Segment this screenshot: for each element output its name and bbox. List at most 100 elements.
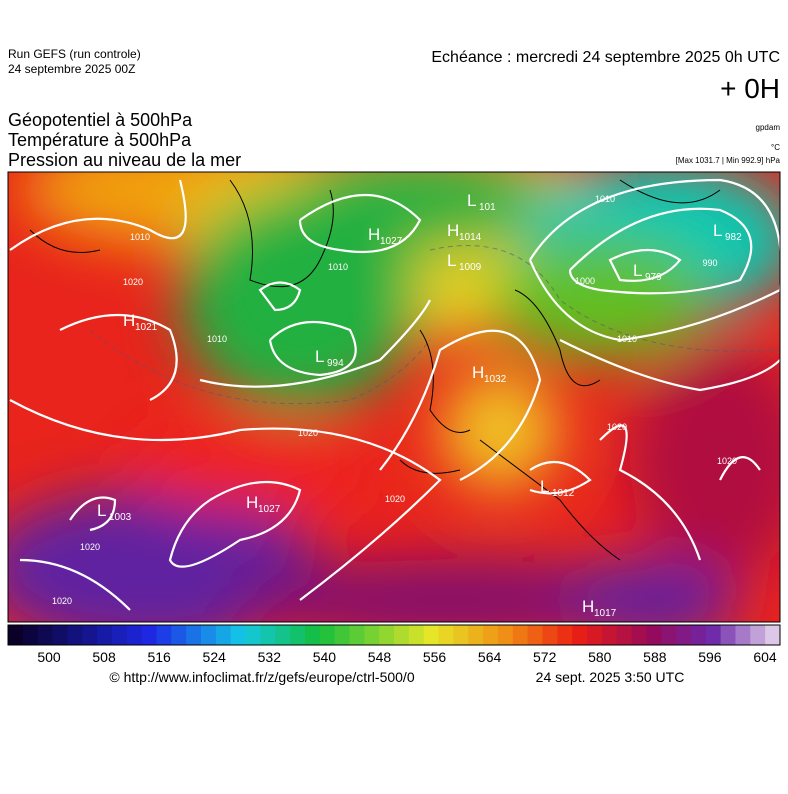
colorbar-label: 556 [423,649,447,665]
colorbar-swatch [587,625,603,645]
center-type: L [97,501,106,520]
colorbar-swatch [141,625,157,645]
colorbar-swatch [676,625,692,645]
colorbar-swatch [319,625,336,645]
pressure-center: L 1003 [97,501,132,523]
colorbar-frame [7,624,781,646]
center-type: L [633,261,642,280]
colorbar-swatch [483,625,499,645]
colorbar-label: 500 [37,649,61,665]
colorbar-swatch [230,625,247,645]
isobar-label: 1010 [207,334,227,344]
isobar-label: 1020 [52,596,72,606]
isobar-label: 1020 [385,494,405,504]
isobar-label: 1000 [575,276,595,286]
center-value: 1027 [258,504,281,515]
colorbar-swatch [527,625,543,645]
center-type: L [713,221,722,240]
center-type: H [368,225,380,244]
colorbar-swatch [334,625,350,645]
colorbar-label: 580 [588,649,612,665]
echeance: Echéance : mercredi 24 septembre 2025 0h… [431,49,780,66]
colorbar-swatch [631,625,647,645]
isobar-label: 1020 [298,428,318,438]
isobar-label: 1020 [607,422,627,432]
colorbar-swatch [616,625,633,645]
pressure-center: H 1032 [472,363,507,385]
colorbar-swatch [720,625,736,645]
colorbar-swatch [290,625,306,645]
colorbar-swatch [126,625,143,645]
offset: + 0H [720,73,780,104]
colorbar-swatch [453,625,469,645]
pressure-center: H 1017 [582,597,617,619]
colorbar-swatch [438,625,454,645]
colorbar-swatch [572,625,588,645]
colorbar-swatch [379,625,395,645]
unit: gpdam [756,123,781,132]
colorbar-swatch [215,625,232,645]
colorbar-swatch [690,625,707,645]
colorbar-swatch [542,625,558,645]
colorbar-swatch [111,625,128,645]
center-value: 101 [479,202,496,213]
isobar-label: 1010 [595,194,615,204]
colorbar-label: 540 [313,649,337,665]
colorbar-label: 508 [92,649,116,665]
pressure-center: H 1027 [246,493,281,515]
colorbar-swatch [275,625,291,645]
pressure-center: L 982 [713,221,742,243]
center-type: H [472,363,484,382]
field: Pression au niveau de la mer [8,150,241,170]
center-type: H [246,493,258,512]
colorbar-swatch [260,625,276,645]
isobar-label: 1020 [717,456,737,466]
center-value: 1014 [459,232,482,243]
colorbar-swatch [52,625,68,645]
colorbar-swatch [201,625,217,645]
center-type: L [447,251,456,270]
isobar-label: 1010 [617,334,637,344]
isobar-label: 1010 [328,262,348,272]
colorbar-swatch [750,625,766,645]
colorbar-swatch [601,625,618,645]
colorbar-swatch [497,625,514,645]
center-type: H [447,221,459,240]
colorbar-swatch [705,625,722,645]
isobar-label: 1020 [123,277,143,287]
isobar-label: 990 [702,258,717,268]
footer-date: 24 sept. 2025 3:50 UTC [536,669,685,685]
colorbar-label: 516 [147,649,171,665]
colorbar-swatch [304,625,321,645]
colorbar-swatch [82,625,98,645]
center-value: 1003 [109,512,132,523]
center-type: H [123,311,135,330]
colorbar-swatch [394,625,410,645]
pressure-center: L 979 [633,261,662,283]
colorbar-swatch [37,625,54,645]
colorbar-label: 596 [698,649,722,665]
colorbar-swatch [156,625,172,645]
field: Température à 500hPa [8,130,192,150]
colorbar-swatch [408,625,425,645]
colorbar-swatch [186,625,202,645]
colorbar-label: 588 [643,649,667,665]
colorbar-swatch [557,625,573,645]
colorbar-swatch [22,625,39,645]
pressure-center: L 1009 [447,251,482,273]
colorbar-swatch [423,625,440,645]
pressure-center: H 1027 [368,225,403,247]
center-value: 1012 [552,488,575,499]
colorbar-swatch [97,625,113,645]
pressure-center: L 101 [467,191,496,213]
pressure-center: L 1012 [540,477,575,499]
colorbar-label: 532 [258,649,282,665]
center-type: L [467,191,476,210]
center-value: 982 [725,232,742,243]
center-type: L [540,477,549,496]
colorbar-swatch [349,625,365,645]
colorbar-swatch [245,625,261,645]
center-value: 1032 [484,374,507,385]
colorbar-swatch [171,625,187,645]
